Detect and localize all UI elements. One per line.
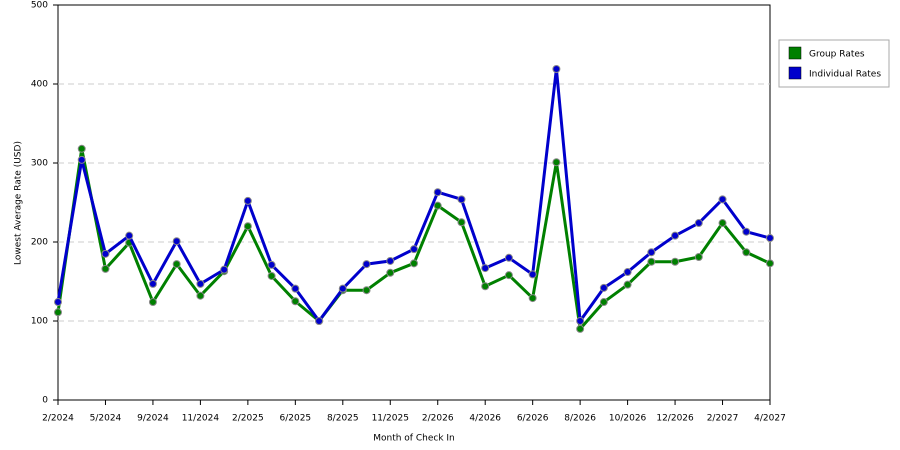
data-point <box>457 195 466 204</box>
data-point <box>267 260 276 269</box>
x-tick-label: 4/2027 <box>754 414 786 424</box>
data-point <box>243 222 252 231</box>
x-tick-label: 2/2027 <box>707 414 739 424</box>
data-point <box>742 227 751 236</box>
data-point <box>54 308 62 317</box>
data-point <box>481 264 490 273</box>
data-point <box>77 144 86 153</box>
data-point <box>647 248 656 257</box>
x-tick-label: 11/2025 <box>372 414 409 424</box>
data-point <box>410 245 418 254</box>
data-point <box>315 317 324 325</box>
data-point <box>718 219 727 228</box>
data-point <box>125 231 134 240</box>
data-point <box>671 231 680 240</box>
data-point <box>528 294 537 303</box>
x-tick-label: 12/2026 <box>656 414 694 424</box>
data-point <box>718 195 727 204</box>
x-tick-label: 6/2026 <box>517 414 549 424</box>
plot-area <box>57 4 771 401</box>
y-tick-label: 200 <box>31 238 48 248</box>
data-point <box>599 298 608 307</box>
data-point <box>267 271 276 280</box>
data-point <box>101 264 110 273</box>
data-point <box>504 271 513 280</box>
data-point <box>362 286 371 295</box>
data-point <box>576 324 585 333</box>
data-point <box>623 268 632 277</box>
series-line <box>56 147 771 331</box>
data-point <box>599 283 608 292</box>
x-tick-label: 8/2026 <box>564 414 596 424</box>
y-tick-label: 400 <box>31 80 48 90</box>
x-axis-label: Month of Check In <box>373 434 455 444</box>
y-tick-label: 0 <box>42 396 48 406</box>
data-point <box>528 270 537 279</box>
data-point <box>742 248 751 257</box>
data-point <box>386 256 395 265</box>
data-point <box>504 253 513 262</box>
data-point <box>172 260 181 269</box>
y-tick-label: 500 <box>31 1 48 11</box>
y-axis-label: Lowest Average Rate (USD) <box>14 141 24 265</box>
data-point <box>196 279 205 288</box>
data-point <box>338 284 347 293</box>
x-tick-label: 2/2025 <box>232 414 264 424</box>
y-tick-label: 100 <box>31 317 48 327</box>
data-point <box>457 218 466 227</box>
data-point <box>291 284 300 293</box>
data-point <box>54 298 62 307</box>
legend-label: Individual Rates <box>809 70 881 80</box>
x-tick-label: 2/2026 <box>422 414 454 424</box>
legend-swatch <box>788 46 802 60</box>
x-tick-label: 11/2024 <box>182 414 220 424</box>
data-point <box>172 237 181 246</box>
data-point <box>694 253 703 262</box>
data-point <box>671 257 680 266</box>
data-point <box>196 291 205 300</box>
data-point <box>101 249 110 258</box>
data-point <box>766 234 774 243</box>
data-point <box>291 297 300 306</box>
data-point <box>410 259 418 268</box>
data-point <box>623 280 632 289</box>
data-point <box>694 219 703 228</box>
data-point <box>481 282 490 291</box>
data-point <box>243 196 252 205</box>
data-point <box>433 188 442 197</box>
data-point <box>148 298 157 307</box>
legend-label: Group Rates <box>809 50 865 60</box>
data-point <box>766 259 774 268</box>
data-point <box>220 265 229 274</box>
y-tick-label: 300 <box>31 159 48 169</box>
legend-swatch <box>788 66 802 80</box>
data-point <box>148 279 157 288</box>
data-point <box>552 64 561 73</box>
data-point <box>386 268 395 277</box>
x-tick-label: 2/2024 <box>42 414 74 424</box>
x-tick-label: 8/2025 <box>327 414 359 424</box>
data-point <box>362 260 371 269</box>
x-tick-label: 4/2026 <box>469 414 501 424</box>
data-point <box>77 155 86 164</box>
data-point <box>576 317 585 325</box>
x-tick-label: 9/2024 <box>137 414 169 424</box>
x-tick-label: 5/2024 <box>90 414 122 424</box>
data-point <box>647 257 656 266</box>
x-tick-label: 10/2026 <box>609 414 647 424</box>
data-point <box>552 158 561 167</box>
x-tick-label: 6/2025 <box>279 414 311 424</box>
data-point <box>433 201 442 210</box>
